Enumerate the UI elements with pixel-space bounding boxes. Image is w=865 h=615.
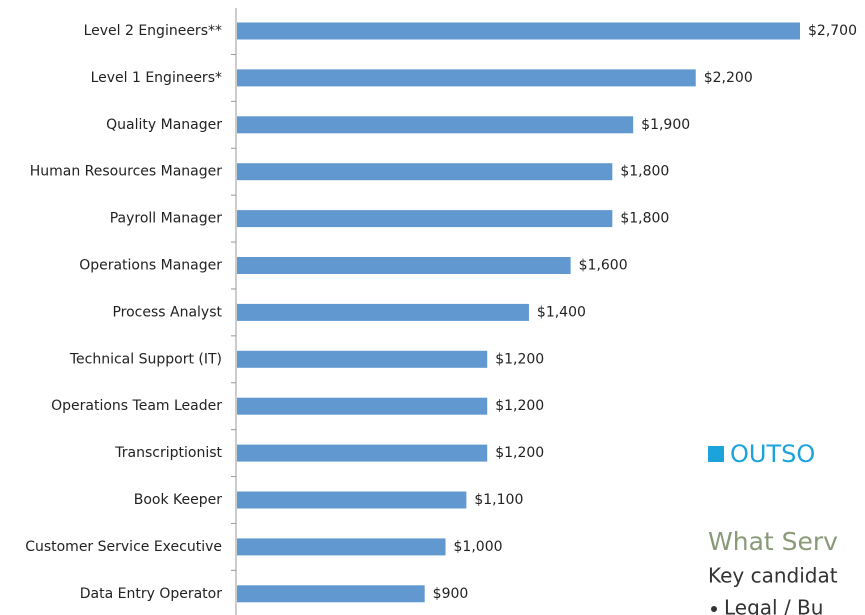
bar	[237, 257, 571, 274]
bar	[237, 69, 696, 87]
side-bullet: Legal / Bu	[724, 596, 823, 615]
side-subheading: What Serv	[708, 527, 838, 556]
category-label: Payroll Manager	[110, 211, 223, 227]
value-label: $1,200	[495, 445, 544, 461]
category-label: Operations Manager	[79, 258, 222, 274]
value-label: $1,200	[495, 398, 544, 414]
value-label: $2,200	[704, 70, 753, 86]
category-label: Quality Manager	[106, 117, 222, 133]
value-label: $1,800	[620, 211, 669, 227]
category-label: Process Analyst	[112, 304, 222, 320]
bar	[237, 397, 488, 415]
value-label: $1,000	[454, 539, 503, 555]
bar	[237, 538, 446, 556]
bar	[237, 303, 529, 321]
value-label: $1,100	[474, 492, 523, 508]
value-label: $2,700	[808, 23, 857, 39]
side-line: Key candidat	[708, 564, 838, 588]
category-label: Customer Service Executive	[25, 539, 222, 555]
bullet-dot	[711, 606, 717, 612]
value-label: $1,400	[537, 304, 586, 320]
bar	[237, 491, 467, 509]
category-label: Transcriptionist	[114, 445, 222, 461]
value-label: $1,800	[620, 164, 669, 180]
heading-icon	[708, 446, 724, 462]
bar	[237, 210, 613, 228]
side-heading: OUTSO	[730, 440, 815, 468]
bar	[237, 350, 488, 368]
bar	[237, 116, 634, 134]
bar	[237, 22, 800, 40]
value-label: $1,200	[495, 351, 544, 367]
bar	[237, 444, 488, 462]
category-label: Operations Team Leader	[51, 398, 222, 414]
bar	[237, 163, 613, 181]
value-label: $1,900	[641, 117, 690, 133]
category-label: Book Keeper	[134, 492, 223, 508]
category-label: Level 2 Engineers**	[84, 23, 222, 39]
category-label: Technical Support (IT)	[69, 351, 222, 367]
bar	[237, 585, 425, 603]
category-label: Human Resources Manager	[30, 164, 222, 180]
category-label: Level 1 Engineers*	[91, 70, 222, 86]
value-label: $900	[433, 586, 469, 602]
category-label: Data Entry Operator	[80, 586, 222, 602]
value-label: $1,600	[579, 258, 628, 274]
